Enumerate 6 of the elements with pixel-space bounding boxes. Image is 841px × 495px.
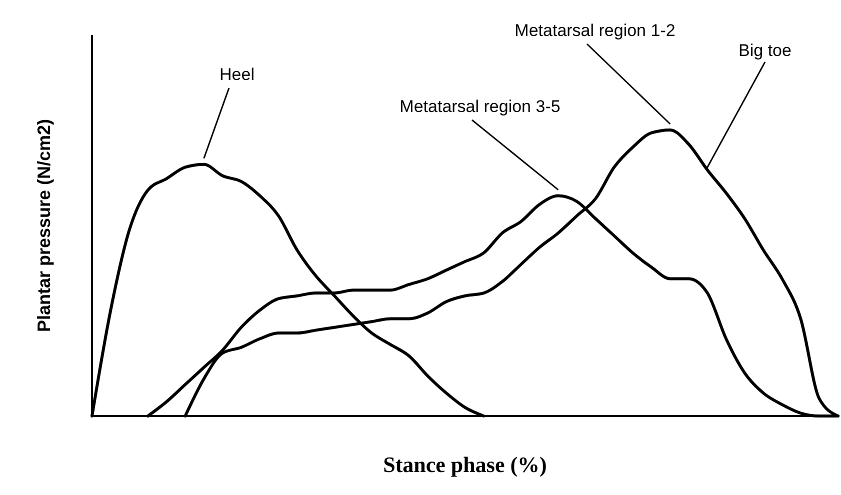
text: Big toe (738, 41, 792, 60)
y-axis-title: Plantar pressure (N/cm2) (34, 118, 54, 332)
x-axis-title: Stance phase (%) (383, 452, 547, 477)
text: Metatarsal region 3-5 (400, 97, 560, 116)
text: Heel (220, 65, 254, 84)
text: Metatarsal region 1-2 (514, 21, 676, 40)
